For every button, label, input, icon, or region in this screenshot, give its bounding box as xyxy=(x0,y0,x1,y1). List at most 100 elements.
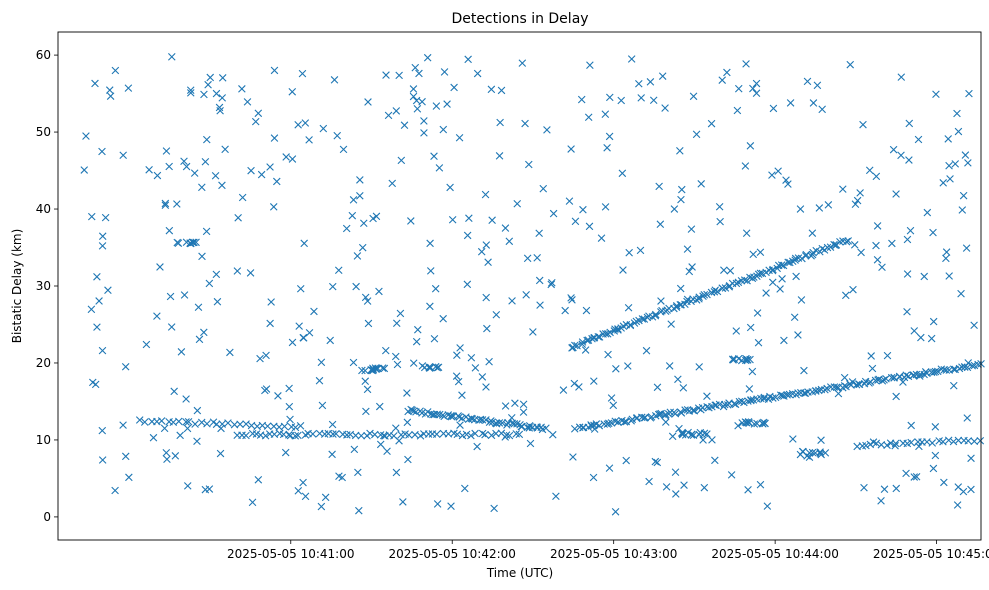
data-point-80 xyxy=(742,60,750,68)
data-point-308 xyxy=(266,319,274,328)
data-point-323 xyxy=(111,66,120,75)
data-point-221 xyxy=(409,85,418,93)
data-point-511 xyxy=(680,481,688,489)
data-point-845 xyxy=(718,284,727,293)
data-point-148 xyxy=(873,222,882,230)
data-point-277 xyxy=(448,215,457,224)
data-point-181 xyxy=(153,312,161,320)
data-point-204 xyxy=(183,482,192,490)
data-point-237 xyxy=(756,480,765,489)
x-tick-label-2: 2025-05-05 10:43:00 xyxy=(550,547,677,561)
data-point-776 xyxy=(955,364,964,373)
data-point-967 xyxy=(434,363,443,372)
data-point-183 xyxy=(671,468,680,476)
data-point-853 xyxy=(740,276,749,284)
data-point-474 xyxy=(339,145,348,154)
data-point-296 xyxy=(161,201,170,210)
data-point-435 xyxy=(754,338,763,347)
data-point-914 xyxy=(242,420,250,428)
data-point-56 xyxy=(699,436,707,444)
data-point-1017 xyxy=(703,430,711,438)
data-point-167 xyxy=(153,171,162,180)
data-point-453 xyxy=(156,263,164,271)
data-point-42 xyxy=(317,502,326,511)
data-point-459 xyxy=(363,297,372,305)
data-point-30 xyxy=(809,99,818,107)
data-point-188 xyxy=(607,394,616,402)
data-point-592 xyxy=(435,410,444,419)
data-point-114 xyxy=(211,171,220,180)
data-point-322 xyxy=(946,175,954,183)
data-point-394 xyxy=(856,189,864,197)
data-point-413 xyxy=(328,282,337,291)
data-point-945 xyxy=(954,436,963,445)
data-point-835 xyxy=(695,295,703,303)
y-tick-label-4: 40 xyxy=(36,202,51,216)
data-point-35 xyxy=(266,163,274,171)
data-point-387 xyxy=(549,430,557,439)
data-point-610 xyxy=(482,416,490,424)
data-point-571 xyxy=(478,429,487,438)
data-point-111 xyxy=(582,306,591,315)
data-point-61 xyxy=(742,229,751,237)
data-point-843 xyxy=(713,287,722,296)
data-point-693 xyxy=(730,399,738,408)
data-point-741 xyxy=(860,379,869,388)
data-point-72 xyxy=(547,280,556,289)
data-point-314 xyxy=(162,147,171,155)
data-point-452 xyxy=(687,225,696,233)
data-point-317 xyxy=(789,435,797,443)
data-point-783 xyxy=(974,360,982,369)
data-point-1008 xyxy=(173,238,182,247)
data-point-948 xyxy=(970,437,979,446)
data-point-239 xyxy=(423,53,432,62)
data-point-159 xyxy=(205,279,214,288)
data-point-287 xyxy=(543,126,551,134)
data-point-6 xyxy=(970,321,978,330)
data-point-549 xyxy=(371,430,379,439)
data-point-374 xyxy=(246,269,255,277)
data-point-392 xyxy=(625,248,633,257)
data-point-522 xyxy=(242,431,250,440)
data-point-115 xyxy=(328,420,337,429)
data-point-489 xyxy=(655,182,663,191)
data-point-421 xyxy=(962,244,971,252)
data-point-127 xyxy=(808,229,817,237)
data-point-842 xyxy=(711,286,720,294)
data-point-749 xyxy=(880,376,888,384)
data-point-215 xyxy=(305,328,314,337)
data-point-961 xyxy=(374,364,382,373)
data-point-446 xyxy=(957,289,965,298)
data-point-83 xyxy=(270,66,279,75)
data-point-982 xyxy=(805,449,814,457)
data-point-902 xyxy=(175,417,183,426)
data-point-893 xyxy=(842,237,851,246)
data-point-365 xyxy=(834,389,843,398)
data-point-139 xyxy=(426,302,434,311)
data-point-417 xyxy=(929,228,937,237)
data-point-92 xyxy=(392,107,401,115)
data-point-635 xyxy=(570,425,579,433)
data-point-298 xyxy=(951,160,960,168)
data-point-679 xyxy=(690,407,699,415)
data-point-76 xyxy=(104,286,112,295)
data-point-361 xyxy=(483,324,491,333)
data-point-13 xyxy=(349,358,358,367)
data-point-573 xyxy=(487,431,496,440)
data-point-142 xyxy=(93,273,101,281)
data-point-331 xyxy=(426,239,434,248)
data-point-86 xyxy=(145,165,153,174)
data-point-107 xyxy=(400,121,409,130)
y-axis-label: Bistatic Delay (km) xyxy=(10,229,24,344)
data-point-448 xyxy=(774,167,782,175)
data-point-709 xyxy=(771,393,780,402)
data-point-98 xyxy=(949,381,958,390)
data-point-411 xyxy=(945,161,953,170)
data-point-849 xyxy=(728,279,737,288)
data-point-199 xyxy=(98,456,107,464)
data-point-429 xyxy=(319,124,328,133)
data-point-466 xyxy=(285,402,294,411)
data-point-223 xyxy=(518,59,527,67)
data-point-482 xyxy=(455,133,464,142)
data-point-77 xyxy=(226,348,234,357)
